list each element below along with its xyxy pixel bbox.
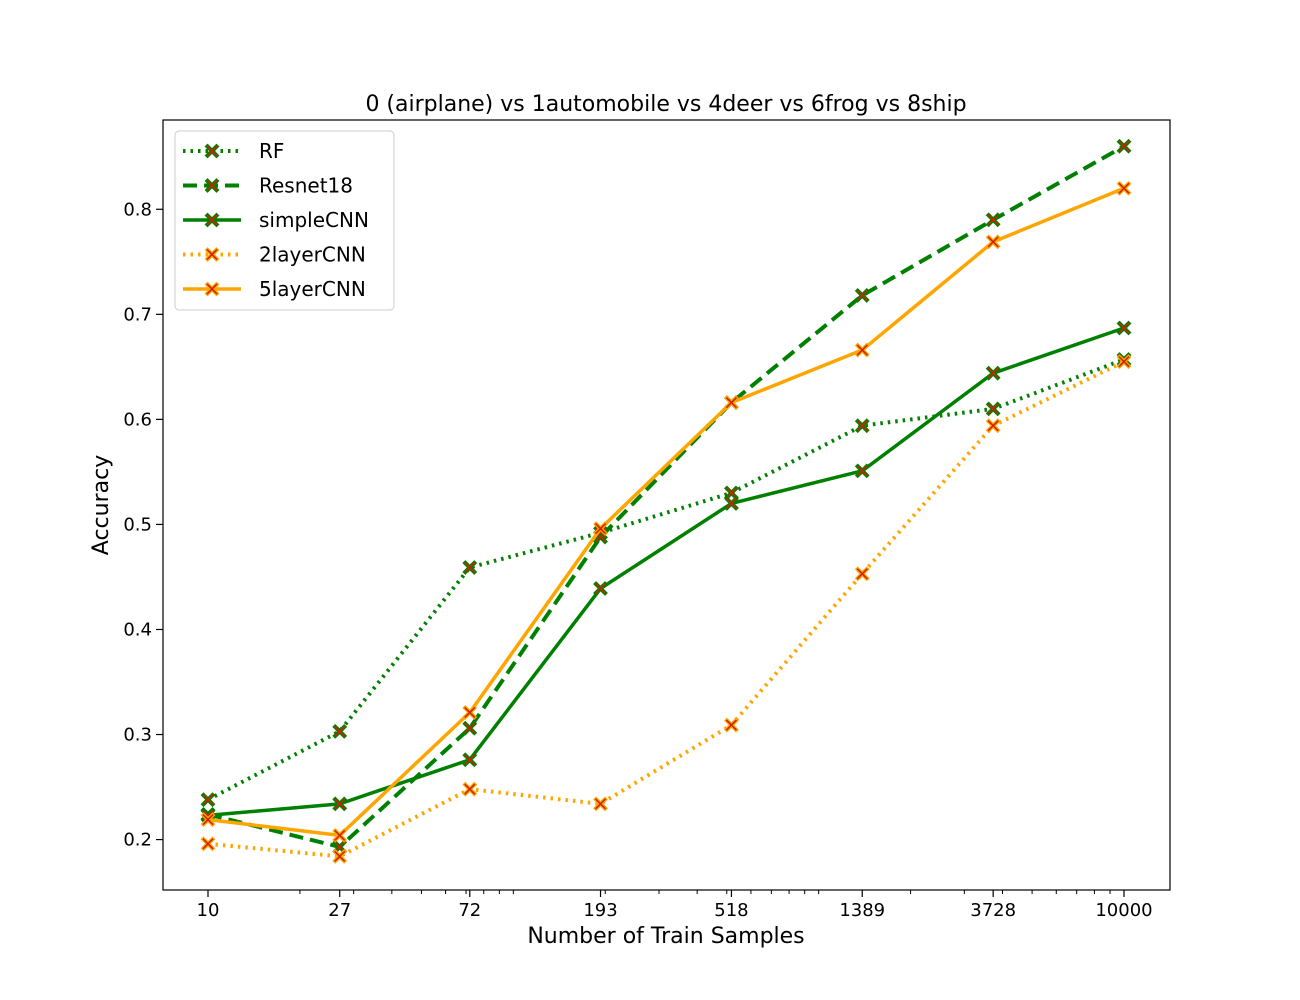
series-simpleCNN [200, 320, 1132, 823]
x-tick-label: 518 [714, 900, 748, 921]
data-point [593, 581, 608, 596]
legend-box [174, 130, 395, 311]
data-point [593, 521, 608, 537]
data-point [1116, 138, 1132, 154]
data-point [593, 796, 608, 812]
series-line [207, 359, 1125, 859]
legend-label: Resnet18 [259, 174, 353, 198]
legend-entry: 5layerCNN [183, 277, 366, 301]
legend-label: 5layerCNN [259, 277, 366, 301]
legend-marker [204, 247, 220, 262]
x-axis-label: Number of Train Samples [527, 924, 804, 949]
plot-frame [162, 119, 1171, 891]
x-tick-label: 3728 [970, 900, 1016, 921]
x-tick-label: 72 [458, 900, 481, 921]
series-line [207, 357, 1125, 802]
data-point [462, 720, 478, 736]
legend-entry: RF [183, 139, 284, 163]
legend-label: RF [259, 139, 284, 163]
data-point [985, 212, 1001, 228]
legend-entry: simpleCNN [183, 208, 369, 232]
legend-marker [204, 212, 220, 228]
x-tick-label: 10000 [1095, 900, 1152, 921]
data-point [200, 792, 216, 808]
x-axis: 10 27 72 193 518 1389 3728 10000 [197, 890, 1153, 921]
data-point [724, 496, 739, 511]
x-tick-label: 10 [197, 900, 220, 921]
data-point [332, 796, 348, 812]
legend-marker [204, 178, 220, 193]
chart-title: 0 (airplane) vs 1automobile vs 4deer vs … [365, 92, 966, 117]
data-point [724, 395, 739, 410]
y-axis-label: Accuracy [89, 455, 114, 555]
y-tick-label: 0.4 [123, 619, 152, 640]
legend-entry: 2layerCNN [183, 243, 366, 267]
data-point [985, 418, 1001, 434]
data-point [462, 560, 478, 575]
x-tick-label: 1389 [839, 900, 885, 921]
legend-label: 2layerCNN [259, 243, 366, 267]
series-line [207, 144, 1125, 849]
legend-entry: Resnet18 [183, 174, 353, 198]
data-point [854, 463, 870, 479]
y-axis: 0.2 0.3 0.4 0.5 0.6 0.7 0.8 [123, 199, 163, 851]
series-2layerCNN [200, 354, 1132, 864]
y-tick-label: 0.6 [123, 409, 152, 430]
x-tick-label: 27 [328, 900, 351, 921]
data-point [1116, 180, 1132, 196]
data-point [462, 781, 478, 797]
series-line [207, 186, 1125, 838]
data-point [1116, 320, 1132, 336]
data-point [985, 401, 1001, 417]
y-tick-label: 0.2 [123, 830, 152, 851]
data-point [332, 848, 348, 864]
series-RF [200, 352, 1132, 808]
data-point [854, 566, 870, 582]
plot-area [200, 138, 1132, 864]
data-point [854, 342, 870, 358]
data-point [724, 717, 739, 733]
y-tick-label: 0.7 [123, 304, 152, 325]
data-point [462, 705, 478, 720]
y-tick-label: 0.3 [123, 725, 152, 746]
series-5layerCNN [200, 180, 1132, 843]
legend: RF Resnet18 simpleCNN 2layerCNN 5layerCNN [174, 130, 395, 311]
data-point [985, 365, 1001, 381]
data-point [854, 418, 870, 434]
legend-marker [204, 143, 220, 159]
y-tick-label: 0.5 [123, 514, 152, 535]
x-tick-label: 193 [583, 900, 617, 921]
y-tick-label: 0.8 [123, 199, 152, 220]
data-point [854, 288, 870, 303]
data-point [200, 812, 216, 828]
data-point [985, 234, 1001, 250]
data-point [462, 752, 478, 768]
data-point [332, 723, 348, 739]
series-line [207, 326, 1125, 818]
legend-marker [204, 281, 220, 297]
data-point [200, 836, 216, 852]
legend-label: simpleCNN [259, 208, 369, 232]
data-point [332, 827, 348, 843]
data-point [1116, 354, 1132, 370]
